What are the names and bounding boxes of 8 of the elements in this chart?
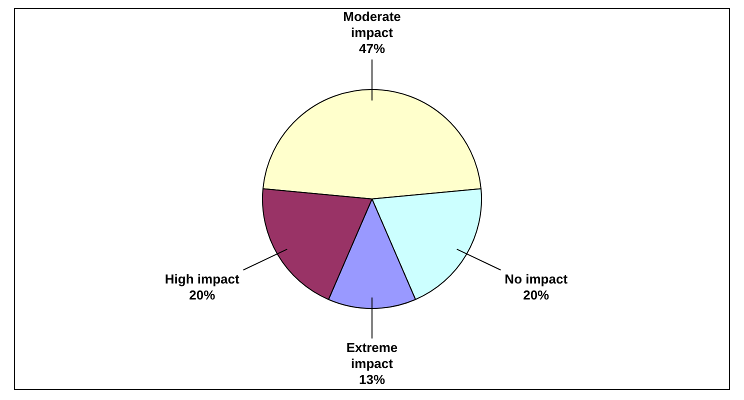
data-label: 47% xyxy=(358,41,386,56)
slice-label: High impact xyxy=(164,272,240,287)
data-label: 20% xyxy=(189,288,216,303)
slice-label: Moderate impact xyxy=(343,9,401,40)
slice-label: No impact xyxy=(504,272,568,287)
data-label: 20% xyxy=(523,288,550,303)
slice-label: Extreme impact xyxy=(346,340,398,372)
data-label: 13% xyxy=(358,372,386,388)
